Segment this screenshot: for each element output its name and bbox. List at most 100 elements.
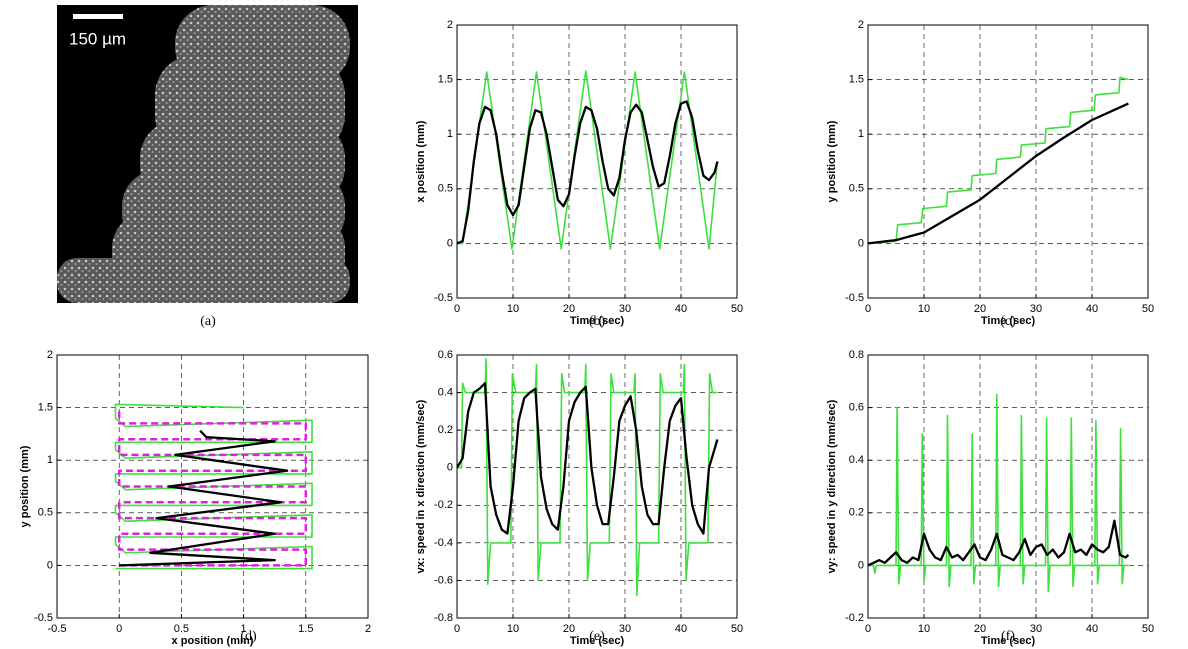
y-axis-label: vx: speed in x direction (mm/sec) [415, 399, 427, 573]
x-tick-label: 30 [1030, 303, 1042, 315]
y-tick-label: 0.4 [849, 454, 864, 466]
y-tick-label: 0 [858, 559, 864, 571]
y-tick-label: 0.5 [38, 507, 53, 519]
caption: (c) [1000, 314, 1016, 329]
x-tick-label: 20 [563, 623, 575, 635]
x-tick-label: 0 [454, 623, 460, 635]
y-tick-label: 2 [447, 19, 453, 31]
y-tick-label: 1.5 [38, 402, 53, 414]
x-tick-label: 10 [918, 623, 930, 635]
axes-box [867, 24, 1149, 299]
y-axis-label: vy: speed in y direction (mm/sec) [826, 399, 838, 573]
x-tick-label: 0 [865, 623, 871, 635]
series-line [457, 70, 719, 250]
x-axis-label: x position (mm) [172, 635, 254, 647]
x-tick-label: 30 [619, 623, 631, 635]
series-line [457, 382, 719, 535]
x-tick-label: 0 [116, 623, 122, 635]
series-line [119, 429, 289, 567]
x-tick-label: 10 [507, 303, 519, 315]
x-tick-label: 2 [365, 623, 371, 635]
x-tick-label: 30 [1030, 623, 1042, 635]
x-tick-label: 40 [675, 623, 687, 635]
series-line [457, 100, 719, 245]
y-tick-label: 0 [47, 559, 53, 571]
series-line [114, 403, 313, 570]
y-tick-label: 2 [858, 19, 864, 31]
y-tick-label: 2 [47, 349, 53, 361]
y-axis-label: y position (mm) [19, 445, 31, 527]
y-tick-label: 0.5 [849, 183, 864, 195]
x-tick-label: 0.5 [174, 623, 189, 635]
y-tick-label: -0.4 [434, 537, 453, 549]
y-tick-label: 0.6 [849, 402, 864, 414]
plot [457, 70, 719, 250]
x-axis-label: Time (sec) [570, 635, 625, 647]
caption: (f) [1001, 629, 1015, 644]
series-line [868, 519, 1130, 567]
plot [868, 76, 1129, 245]
y-tick-label: -0.5 [845, 292, 864, 304]
x-tick-label: 40 [675, 303, 687, 315]
x-tick-label: 40 [1086, 623, 1098, 635]
plot-area [868, 355, 1148, 618]
axes-box [456, 354, 738, 619]
x-tick-label: 50 [1142, 303, 1154, 315]
caption: (e) [589, 629, 605, 644]
y-tick-label: 1.5 [438, 74, 453, 86]
y-tick-label: 0.6 [438, 349, 453, 361]
scale-bar [73, 14, 123, 19]
caption: (d) [240, 629, 257, 644]
x-axis-label: Time (sec) [981, 635, 1036, 647]
y-tick-label: 0.5 [438, 183, 453, 195]
y-tick-label: -0.2 [434, 499, 453, 511]
series-line [457, 358, 718, 597]
chart: -0.5 0 0.5 1 1.5 2 -0.5 0 0.5 1 1.5 2 x position (mm… [19, 349, 371, 647]
series-line [868, 393, 1129, 593]
y-tick-label: 0.2 [438, 424, 453, 436]
y-axis-label: x position (mm) [415, 120, 427, 202]
y-tick-label: -0.5 [434, 292, 453, 304]
x-axis-label: Time (sec) [981, 315, 1036, 327]
y-tick-label: 0 [447, 462, 453, 474]
x-tick-label: 20 [974, 623, 986, 635]
caption: (b) [589, 314, 606, 329]
caption: (a) [200, 314, 216, 329]
y-tick-label: 1 [47, 454, 53, 466]
micrograph: 150 µm [57, 5, 358, 303]
axes-box [56, 354, 369, 619]
y-tick-label: 1.5 [849, 74, 864, 86]
x-tick-label: 50 [731, 303, 743, 315]
x-tick-label: 20 [563, 303, 575, 315]
y-tick-label: 0.4 [438, 386, 453, 398]
y-tick-label: 1 [858, 128, 864, 140]
plot-area [457, 25, 737, 298]
series-line [868, 76, 1129, 245]
x-tick-label: 20 [974, 303, 986, 315]
plot [868, 393, 1130, 593]
y-tick-label: 0.2 [849, 507, 864, 519]
x-tick-label: 50 [1142, 623, 1154, 635]
y-tick-label: 0.8 [849, 349, 864, 361]
axes-box [867, 354, 1149, 619]
y-axis-label: y position (mm) [826, 120, 838, 202]
x-tick-label: 1.5 [298, 623, 313, 635]
x-axis-label: Time (sec) [570, 315, 625, 327]
plot [457, 358, 719, 597]
axes-box [456, 24, 738, 299]
x-tick-label: 30 [619, 303, 631, 315]
y-tick-label: 0 [447, 237, 453, 249]
y-tick-label: -0.8 [434, 612, 453, 624]
y-tick-label: -0.2 [845, 612, 864, 624]
x-tick-label: -0.5 [48, 623, 67, 635]
y-tick-label: -0.6 [434, 574, 453, 586]
plot-area [457, 355, 737, 618]
y-tick-label: 0 [858, 237, 864, 249]
plot-area [868, 25, 1148, 298]
series-line [868, 102, 1129, 245]
x-tick-label: 0 [454, 303, 460, 315]
